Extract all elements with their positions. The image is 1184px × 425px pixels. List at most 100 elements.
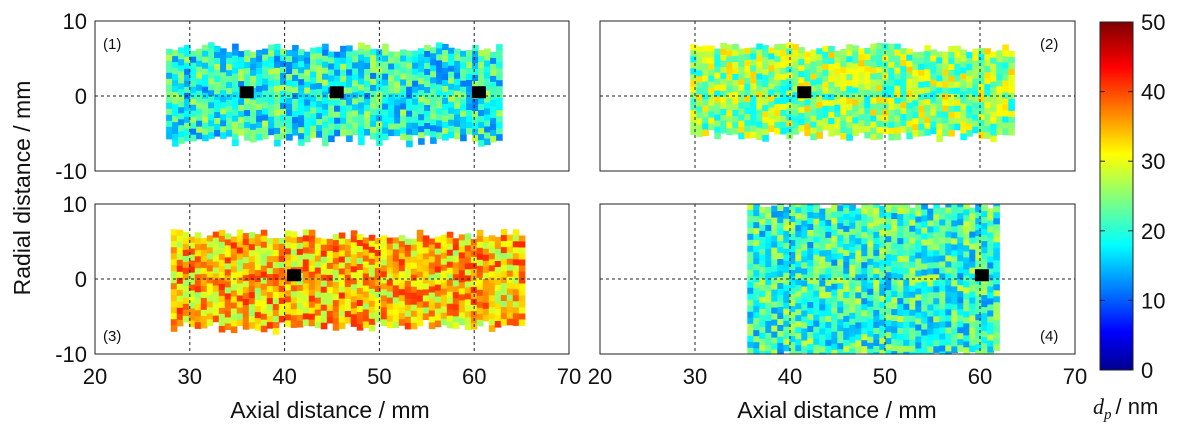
heatmap-cell <box>918 75 925 83</box>
heatmap-cell <box>891 291 898 298</box>
heatmap-cell <box>182 297 190 305</box>
heatmap-cell <box>702 117 709 125</box>
heatmap-cell <box>810 73 817 81</box>
heatmap-cell <box>260 307 268 315</box>
heatmap-cell <box>825 351 832 355</box>
heatmap-cell <box>358 114 365 122</box>
heatmap-cell <box>344 239 352 246</box>
heatmap-cell <box>290 297 298 304</box>
heatmap-cell <box>885 212 892 219</box>
heatmap-cell <box>795 351 802 355</box>
heatmap-cell <box>696 118 703 125</box>
heatmap-cell <box>915 210 922 218</box>
heatmap-cell <box>783 338 790 346</box>
heatmap-cell <box>771 301 778 309</box>
heatmap-cell <box>488 271 496 278</box>
heatmap-cell <box>188 260 196 268</box>
heatmap-cell <box>496 134 503 141</box>
heatmap-cell <box>819 232 826 240</box>
heatmap-cell <box>933 304 940 311</box>
heatmap-cell <box>184 56 191 64</box>
heatmap-cell <box>702 129 709 137</box>
heatmap-cell <box>368 258 376 266</box>
heatmap-cell <box>166 48 173 56</box>
heatmap-cell <box>963 281 970 288</box>
heatmap-cell <box>747 233 754 241</box>
heatmap-cell <box>909 297 916 305</box>
heatmap-cell <box>238 63 245 70</box>
heatmap-cell <box>412 80 419 88</box>
heatmap-cell <box>945 255 952 262</box>
heatmap-cell <box>266 280 274 287</box>
heatmap-cell <box>861 328 868 335</box>
heatmap-cell <box>759 350 766 355</box>
heatmap-cell <box>900 72 907 79</box>
heatmap-cell <box>448 59 455 67</box>
heatmap-cell <box>218 289 226 297</box>
heatmap-cell <box>840 55 847 62</box>
heatmap-cell <box>218 235 226 243</box>
heatmap-cell <box>759 212 766 220</box>
heatmap-cell <box>993 212 1000 219</box>
heatmap-cell <box>364 129 371 136</box>
heatmap-cell <box>422 259 430 266</box>
heatmap-cell <box>957 327 964 334</box>
heatmap-cell <box>795 309 802 316</box>
heatmap-cell <box>984 78 991 85</box>
heatmap-cell <box>394 99 401 107</box>
heatmap-cell <box>248 238 256 245</box>
heatmap-cell <box>454 66 461 74</box>
heatmap-cell <box>843 327 850 335</box>
heatmap-cell <box>789 216 796 223</box>
heatmap-cell <box>298 73 305 80</box>
colorbar-tick-label: 50 <box>1141 10 1165 35</box>
heatmap-cell <box>340 81 347 89</box>
heatmap-cell <box>759 230 766 238</box>
heatmap-cell <box>482 296 490 304</box>
heatmap-cell <box>278 285 286 293</box>
heatmap-cell <box>476 307 484 315</box>
heatmap-cell <box>512 265 520 272</box>
heatmap-cell <box>993 332 1000 339</box>
heatmap-cell <box>996 116 1003 123</box>
heatmap-cell <box>370 108 377 116</box>
heatmap-cell <box>478 134 485 141</box>
heatmap-cell <box>182 237 190 245</box>
heatmap-cell <box>900 96 907 103</box>
heatmap-cell <box>732 128 739 135</box>
heatmap-cell <box>720 108 727 116</box>
heatmap-cell <box>747 227 754 235</box>
heatmap-cell <box>350 248 358 255</box>
heatmap-cell <box>744 107 751 115</box>
heatmap-cell <box>708 111 715 119</box>
heatmap-cell <box>476 271 484 279</box>
heatmap-cell <box>930 109 937 117</box>
heatmap-cell <box>978 132 985 139</box>
heatmap-cell <box>338 304 346 312</box>
heatmap-cell <box>302 241 310 248</box>
heatmap-cell <box>344 269 352 276</box>
heatmap-cell <box>891 327 898 334</box>
heatmap-cell <box>909 291 916 299</box>
heatmap-cell <box>388 57 395 65</box>
heatmap-cell <box>996 80 1003 87</box>
heatmap-cell <box>316 47 323 54</box>
heatmap-cell <box>981 241 988 248</box>
heatmap-cell <box>482 272 490 280</box>
heatmap-cell <box>993 302 1000 309</box>
heatmap-cell <box>744 59 751 67</box>
heatmap-cell <box>714 108 721 116</box>
heatmap-cell <box>996 128 1003 135</box>
heatmap-cell <box>338 298 346 306</box>
heatmap-cell <box>720 72 727 80</box>
heatmap-cell <box>732 122 739 129</box>
heatmap-cell <box>268 98 275 106</box>
heatmap-cell <box>260 259 268 267</box>
heatmap-cell <box>702 93 709 101</box>
heatmap-cell <box>424 123 431 130</box>
heatmap-cell <box>855 232 862 239</box>
heatmap-cell <box>208 66 215 73</box>
heatmap-cell <box>696 130 703 137</box>
heatmap-cell <box>460 62 467 70</box>
heatmap-cell <box>987 226 994 234</box>
